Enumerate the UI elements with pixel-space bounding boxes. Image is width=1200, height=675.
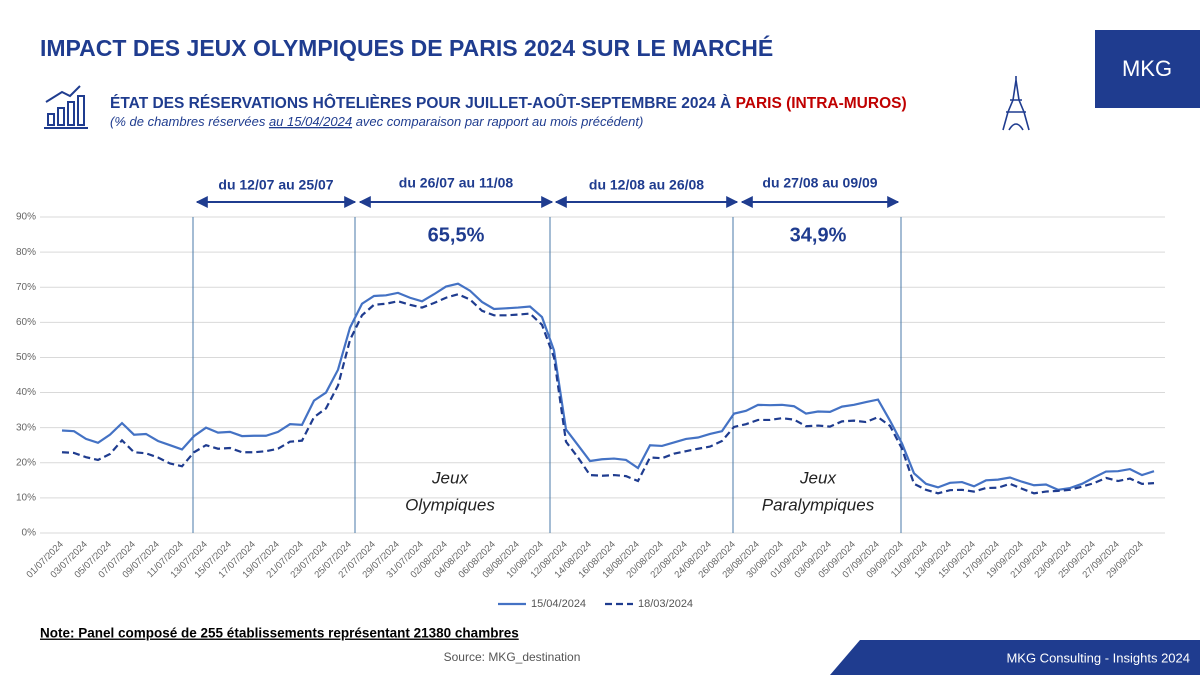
legend-label: 15/04/2024 xyxy=(531,598,586,610)
event-label: Jeux xyxy=(799,468,836,487)
period-rate: 65,5% xyxy=(428,224,485,246)
note: Note: Panel composé de 255 établissement… xyxy=(40,626,519,641)
event-label: Jeux xyxy=(431,468,468,487)
subtitle: ÉTAT DES RÉSERVATIONS HÔTELIÈRES POUR JU… xyxy=(110,94,907,112)
legend-label: 18/03/2024 xyxy=(638,598,693,610)
source: Source: MKG_destination xyxy=(444,650,581,664)
series-line xyxy=(61,293,1155,495)
y-tick-label: 20% xyxy=(16,457,36,468)
period-label: du 12/07 au 25/07 xyxy=(218,177,333,193)
eiffel-icon xyxy=(1002,76,1030,131)
subnote-part: avec comparaison par rapport au mois pré… xyxy=(352,114,643,129)
footer-band xyxy=(830,640,1200,675)
title: IMPACT DES JEUX OLYMPIQUES DE PARIS 2024… xyxy=(40,34,773,61)
y-tick-label: 10% xyxy=(16,493,36,504)
series-line xyxy=(61,282,1155,491)
y-tick-label: 80% xyxy=(16,247,36,258)
period-label: du 26/07 au 11/08 xyxy=(399,175,514,191)
subnote-part: (% de chambres réservées xyxy=(110,114,269,129)
period-label: du 12/08 au 26/08 xyxy=(589,177,704,193)
subnote-date: au 15/04/2024 xyxy=(269,114,352,129)
y-tick-label: 50% xyxy=(16,352,36,363)
event-label: Paralympiques xyxy=(762,495,875,514)
y-tick-label: 40% xyxy=(16,387,36,398)
subtitle-main: ÉTAT DES RÉSERVATIONS HÔTELIÈRES POUR JU… xyxy=(110,94,736,112)
y-tick-label: 60% xyxy=(16,317,36,328)
y-tick-label: 90% xyxy=(16,212,36,223)
logo-box xyxy=(1095,30,1200,108)
period-rate: 34,9% xyxy=(790,224,847,246)
subtitle-highlight: PARIS (INTRA-MUROS) xyxy=(736,95,907,112)
subnote: (% de chambres réservées au 15/04/2024 a… xyxy=(110,114,643,129)
y-tick-label: 0% xyxy=(22,528,37,539)
plot: 0% 10% 20% 30% 40% 50% 60% 70% 80% 90% du 12/07 au… xyxy=(16,175,1165,610)
period-label: du 27/08 au 09/09 xyxy=(762,175,877,191)
y-tick-label: 30% xyxy=(16,422,36,433)
chart-icon xyxy=(44,85,88,129)
logo: MKG xyxy=(1122,56,1172,81)
y-tick-label: 70% xyxy=(16,282,36,293)
event-label: Olympiques xyxy=(405,495,495,514)
brand: MKG Consulting - Insights 2024 xyxy=(1006,650,1190,665)
